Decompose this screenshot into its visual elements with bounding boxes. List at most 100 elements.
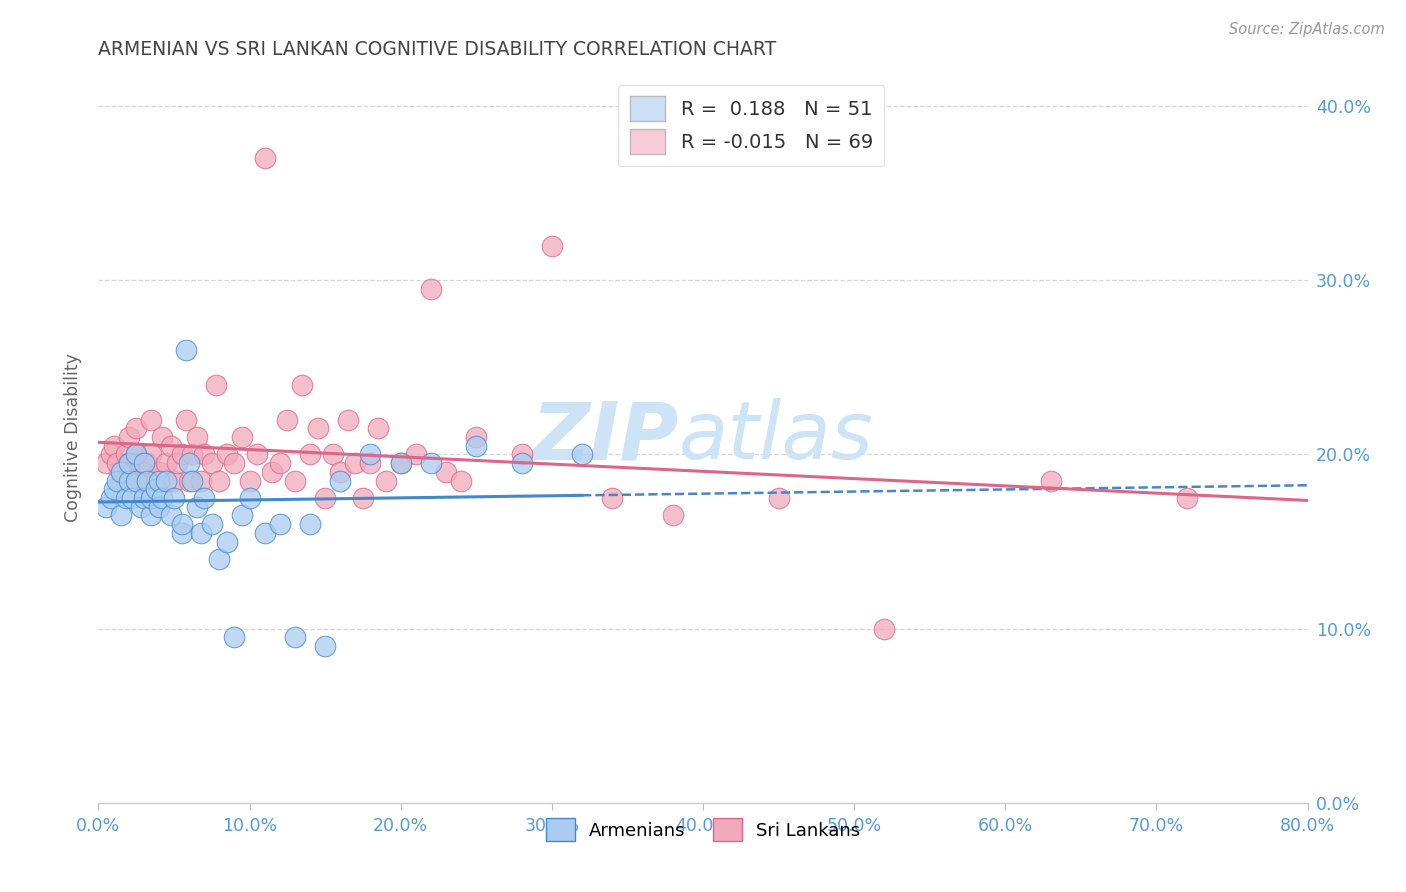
Point — [181, 474, 204, 488]
Point — [94, 500, 117, 514]
Point — [110, 508, 132, 523]
Point — [465, 430, 488, 444]
Point — [170, 517, 193, 532]
Point — [465, 439, 488, 453]
Point — [114, 491, 136, 505]
Point — [174, 412, 197, 426]
Point — [114, 448, 136, 462]
Point — [163, 491, 186, 505]
Point — [307, 421, 329, 435]
Text: Source: ZipAtlas.com: Source: ZipAtlas.com — [1229, 22, 1385, 37]
Point — [155, 474, 177, 488]
Point — [179, 474, 201, 488]
Point — [125, 448, 148, 462]
Point — [276, 412, 298, 426]
Point — [360, 448, 382, 462]
Point — [269, 517, 291, 532]
Point — [129, 500, 152, 514]
Point — [201, 517, 224, 532]
Point — [193, 491, 215, 505]
Point — [181, 448, 204, 462]
Point — [224, 456, 246, 470]
Point — [322, 448, 344, 462]
Point — [163, 474, 186, 488]
Point — [284, 474, 307, 488]
Point — [299, 448, 322, 462]
Point — [215, 534, 238, 549]
Point — [231, 430, 253, 444]
Point — [160, 508, 183, 523]
Point — [434, 465, 457, 479]
Point — [166, 456, 188, 470]
Point — [450, 474, 472, 488]
Point — [344, 456, 367, 470]
Point — [141, 508, 163, 523]
Point — [141, 448, 163, 462]
Legend: Armenians, Sri Lankans: Armenians, Sri Lankans — [538, 811, 868, 848]
Point — [190, 525, 212, 540]
Point — [160, 439, 183, 453]
Point — [510, 456, 533, 470]
Point — [262, 465, 284, 479]
Point — [253, 525, 276, 540]
Point — [540, 238, 562, 252]
Point — [190, 474, 212, 488]
Point — [420, 282, 443, 296]
Point — [148, 500, 170, 514]
Text: atlas: atlas — [679, 398, 873, 476]
Point — [510, 448, 533, 462]
Point — [132, 474, 155, 488]
Point — [205, 377, 228, 392]
Point — [125, 474, 148, 488]
Point — [215, 448, 238, 462]
Point — [208, 474, 231, 488]
Point — [405, 448, 427, 462]
Point — [174, 343, 197, 357]
Point — [291, 377, 314, 392]
Point — [103, 439, 125, 453]
Point — [246, 448, 269, 462]
Point — [186, 430, 208, 444]
Text: ARMENIAN VS SRI LANKAN COGNITIVE DISABILITY CORRELATION CHART: ARMENIAN VS SRI LANKAN COGNITIVE DISABIL… — [98, 39, 776, 59]
Y-axis label: Cognitive Disability: Cognitive Disability — [65, 352, 83, 522]
Point — [141, 412, 163, 426]
Point — [150, 491, 173, 505]
Point — [148, 465, 170, 479]
Point — [118, 474, 141, 488]
Point — [1039, 474, 1062, 488]
Point — [135, 474, 157, 488]
Point — [269, 456, 291, 470]
Point — [201, 456, 224, 470]
Point — [231, 508, 253, 523]
Point — [105, 456, 128, 470]
Point — [132, 456, 155, 470]
Point — [374, 474, 396, 488]
Point — [132, 491, 155, 505]
Point — [186, 500, 208, 514]
Point — [129, 456, 152, 470]
Point — [389, 456, 412, 470]
Point — [193, 448, 215, 462]
Point — [389, 456, 412, 470]
Point — [118, 456, 141, 470]
Point — [110, 474, 132, 488]
Point — [125, 448, 148, 462]
Point — [110, 465, 132, 479]
Point — [873, 622, 896, 636]
Point — [179, 456, 201, 470]
Point — [253, 152, 276, 166]
Point — [329, 474, 352, 488]
Point — [141, 491, 163, 505]
Point — [155, 456, 177, 470]
Point — [100, 491, 122, 505]
Point — [284, 631, 307, 645]
Point — [170, 448, 193, 462]
Point — [420, 456, 443, 470]
Point — [150, 430, 173, 444]
Point — [105, 474, 128, 488]
Point — [224, 631, 246, 645]
Point — [145, 474, 167, 488]
Point — [239, 474, 262, 488]
Point — [208, 552, 231, 566]
Point — [148, 474, 170, 488]
